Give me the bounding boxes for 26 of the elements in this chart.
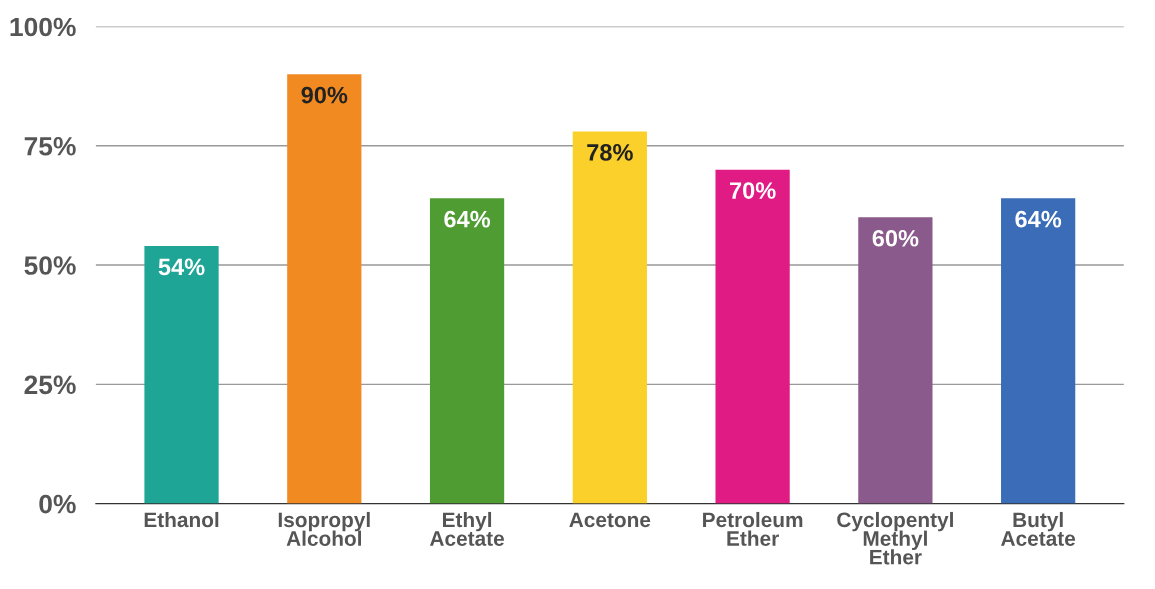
- bar: [715, 169, 790, 504]
- y-tick-label: 100%: [10, 17, 76, 37]
- data-label: 70%: [730, 182, 776, 199]
- bar: [429, 198, 505, 504]
- data-label: 64%: [1015, 210, 1062, 228]
- data-label: 78%: [587, 144, 633, 161]
- y-tick-label: 50%: [24, 256, 76, 275]
- bar: [858, 217, 933, 504]
- x-tick-label: Acetone: [569, 512, 651, 528]
- x-tick-label: Isopropyl Alcohol: [278, 511, 370, 546]
- data-label: 60%: [872, 229, 919, 247]
- data-label: 64%: [444, 210, 491, 228]
- bar: [144, 245, 219, 504]
- y-tick-label: 0%: [39, 494, 76, 514]
- y-tick-label: 75%: [24, 136, 76, 156]
- bar: [287, 74, 362, 504]
- data-label: 54%: [158, 258, 205, 276]
- data-label: 90%: [301, 86, 348, 104]
- x-tick-label: Butyl Acetate: [1001, 511, 1076, 546]
- x-tick-label: Ethanol: [144, 511, 219, 528]
- bar: [1001, 198, 1076, 504]
- x-tick-label: Ethyl Acetate: [429, 511, 504, 546]
- y-tick-label: 25%: [24, 375, 76, 395]
- bar: [572, 131, 647, 504]
- x-tick-label: Petroleum Ether: [703, 511, 803, 546]
- x-tick-label: Cyclopentyl Methyl Ether: [837, 511, 953, 565]
